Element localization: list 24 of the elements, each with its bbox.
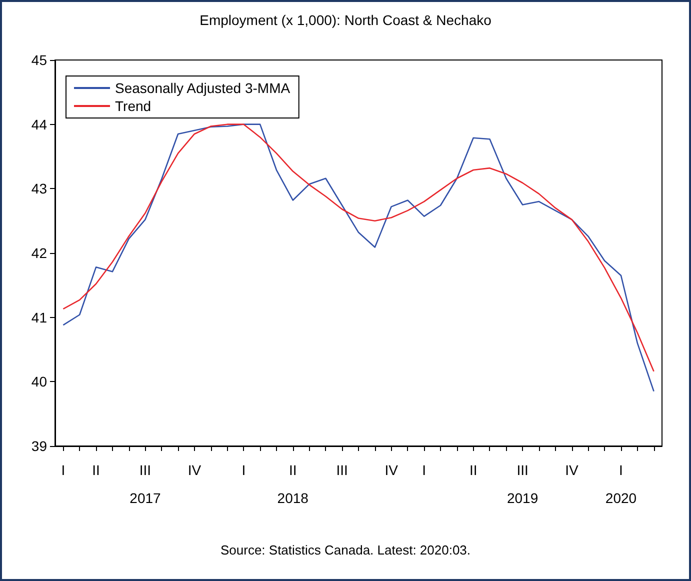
source-note: Source: Statistics Canada. Latest: 2020:03. <box>220 542 471 558</box>
x-tick-label: I <box>422 462 426 478</box>
y-tick-label: 43 <box>31 180 48 197</box>
x-tick-label: III <box>336 462 348 478</box>
x-tick-label: III 2019 <box>506 462 538 506</box>
x-tick-label: II <box>92 462 100 478</box>
x-tick-label: I <box>242 462 246 478</box>
x-tick-label: I <box>61 462 66 478</box>
y-tick-label: 39 <box>31 438 48 454</box>
legend-label: Seasonally Adjusted 3-MMA <box>115 80 291 96</box>
x-tick-label: I 2020 <box>605 462 637 506</box>
x-tick-label: III 2017 <box>130 462 162 506</box>
legend-label: Trend <box>115 98 152 114</box>
y-tick-label: 42 <box>31 245 48 261</box>
y-tick-label: 41 <box>31 309 48 326</box>
y-tick-label: 40 <box>31 374 48 390</box>
x-tick-label: IV <box>188 462 202 478</box>
x-tick-label: II <box>469 462 478 478</box>
chart-title: Employment (x 1,000): North Coast & Nechako <box>200 12 492 28</box>
x-tick-label: II 2018 <box>277 462 309 506</box>
y-tick-label: 45 <box>31 52 48 68</box>
y-tick-label: 44 <box>31 116 48 132</box>
x-tick-label: IV <box>565 462 580 478</box>
x-tick-label: IV <box>384 462 399 478</box>
